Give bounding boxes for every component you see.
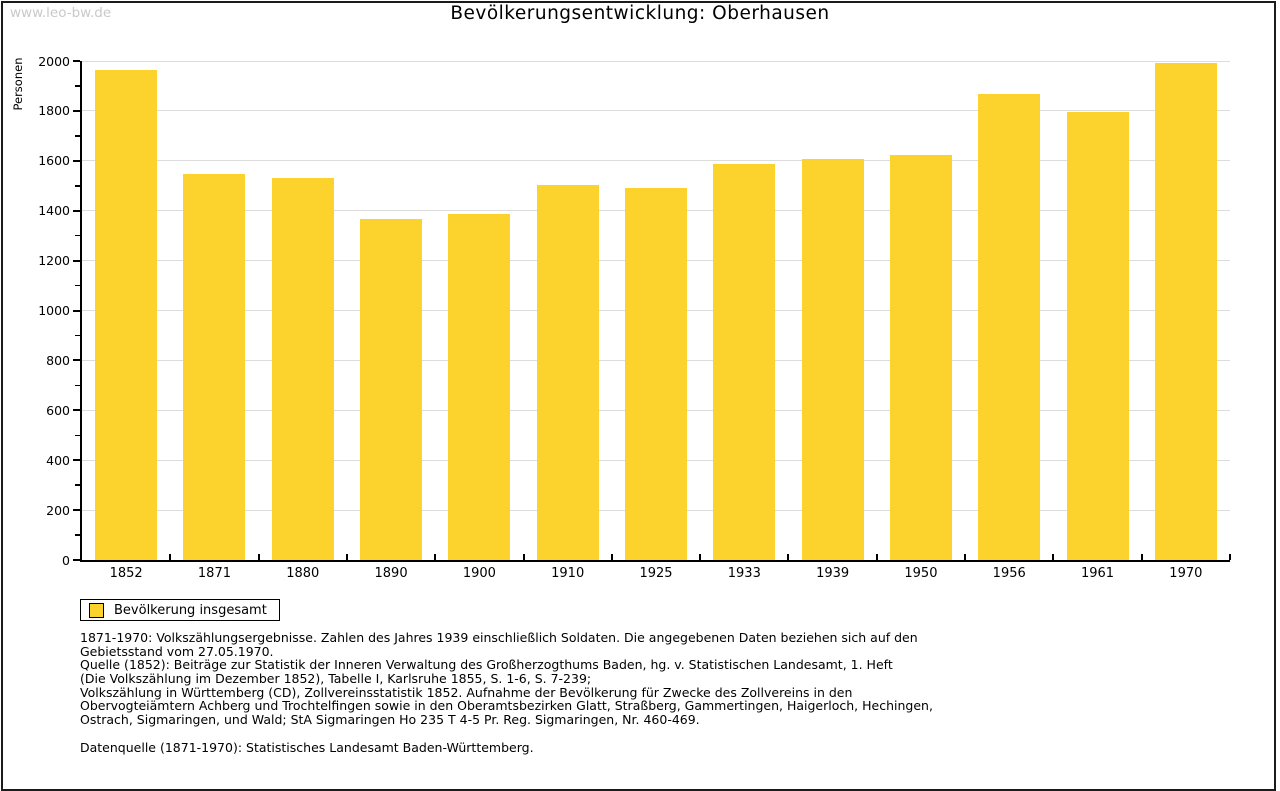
y-tick-label-1200: 1200 <box>38 253 70 269</box>
x-tick-label-1956: 1956 <box>992 566 1026 581</box>
y-minor-tick-1500 <box>75 185 80 187</box>
note-line-6: Obervogteiämtern Achberg und Trochtelfin… <box>80 698 933 714</box>
x-tick-label-1871: 1871 <box>197 566 231 581</box>
x-boundary-tick-4 <box>434 554 437 560</box>
x-tick-label-1939: 1939 <box>816 566 850 581</box>
y-tick-800 <box>73 359 80 362</box>
y-tick-label-600: 600 <box>46 402 70 418</box>
bar-1933[interactable] <box>713 164 776 560</box>
y-minor-tick-1300 <box>75 234 80 237</box>
source-notes: 1871-1970: Volkszählungsergebnisse. Zahl… <box>80 631 933 727</box>
bar-1871[interactable] <box>183 173 246 560</box>
y-tick-1200 <box>73 259 80 262</box>
bar-1956[interactable] <box>978 93 1041 560</box>
y-tick-2000 <box>73 60 80 62</box>
y-minor-tick-1700 <box>75 135 80 137</box>
y-tick-label-0: 0 <box>62 552 70 568</box>
note-line-3: Quelle (1852): Beiträge zur Statistik de… <box>80 657 893 673</box>
plot-area: 0 200 400 600 800 1000 1200 1400 1600 1800 2000 185… <box>38 54 1231 581</box>
y-minor-tick-500 <box>75 434 80 436</box>
x-boundary-tick-8 <box>787 554 790 560</box>
y-tick-label-2000: 2000 <box>38 53 70 69</box>
x-tick-label-1880: 1880 <box>286 566 320 581</box>
y-tick-400 <box>73 459 80 462</box>
bar-1900[interactable] <box>448 213 511 560</box>
bar-1939[interactable] <box>801 159 864 560</box>
footnotes: 1871-1970: Volkszählungsergebnisse. Zahl… <box>80 631 933 755</box>
y-minor-tick-300 <box>75 484 80 486</box>
bar-1970[interactable] <box>1154 62 1217 560</box>
y-tick-1400 <box>73 209 80 212</box>
y-minor-tick-900 <box>75 334 80 337</box>
x-boundary-tick-13 <box>1229 554 1231 560</box>
x-boundary-tick-11 <box>1052 554 1055 560</box>
legend-swatch <box>89 602 104 618</box>
y-tick-label-1000: 1000 <box>38 303 70 318</box>
x-boundary-tick-10 <box>964 554 967 560</box>
x-tick-label-1900: 1900 <box>462 566 496 581</box>
y-minor-tick-1900 <box>75 85 80 87</box>
x-boundary-tick-6 <box>610 554 613 560</box>
bar-1961[interactable] <box>1066 112 1129 560</box>
note-line-2: Gebietsstand vom 27.05.1970. <box>80 643 274 659</box>
data-source-line: Datenquelle (1871-1970): Statistisches L… <box>80 739 534 755</box>
gridline-1800 <box>82 110 1230 112</box>
note-line-1: 1871-1970: Volkszählungsergebnisse. Zahl… <box>80 630 918 645</box>
x-boundary-tick-12 <box>1140 554 1143 560</box>
bar-1910[interactable] <box>536 185 599 560</box>
y-tick-label-1600: 1600 <box>38 153 70 169</box>
x-tick-label-1890: 1890 <box>374 566 408 581</box>
bar-1852[interactable] <box>95 70 158 560</box>
chart-title: Bevölkerungsentwicklung: Oberhausen <box>450 3 830 24</box>
y-minor-tick-700 <box>75 384 80 387</box>
bar-1925[interactable] <box>625 188 687 560</box>
bar-1890[interactable] <box>360 218 423 560</box>
legend[interactable]: Bevölkerung insgesamt <box>80 599 280 621</box>
y-tick-label-400: 400 <box>46 452 70 468</box>
x-tick-label-1950: 1950 <box>904 566 938 581</box>
y-tick-1000 <box>73 309 80 312</box>
y-tick-600 <box>73 409 80 412</box>
x-tick-label-1961: 1961 <box>1080 566 1115 581</box>
x-boundary-tick-1 <box>169 554 172 560</box>
note-line-7: Ostrach, Sigmaringen, und Wald; StA Sigm… <box>80 712 700 728</box>
y-tick-label-800: 800 <box>46 352 70 368</box>
y-minor-tick-100 <box>75 534 80 536</box>
x-tick-label-1933: 1933 <box>727 566 761 581</box>
bar-1950[interactable] <box>889 155 952 560</box>
legend-label: Bevölkerung insgesamt <box>114 602 267 618</box>
y-tick-label-200: 200 <box>46 502 70 518</box>
x-tick-label-1925: 1925 <box>639 566 673 581</box>
y-axis-line <box>80 61 82 560</box>
x-boundary-tick-2 <box>257 554 260 560</box>
x-boundary-tick-5 <box>522 554 525 560</box>
x-boundary-tick-9 <box>875 554 878 560</box>
y-tick-200 <box>73 509 80 512</box>
y-tick-label-1800: 1800 <box>38 103 70 119</box>
y-minor-tick-1100 <box>75 284 80 287</box>
x-axis-line <box>80 560 1230 562</box>
y-tick-1800 <box>73 109 80 112</box>
x-tick-label-1910: 1910 <box>551 566 585 581</box>
note-line-4: (Die Volkszählung im Dezember 1852), Tab… <box>80 671 592 687</box>
y-tick-1600 <box>73 159 80 162</box>
x-tick-label-1970: 1970 <box>1169 566 1203 581</box>
x-boundary-tick-3 <box>345 554 348 560</box>
note-line-5: Volkszählung in Württemberg (CD), Zollve… <box>80 684 853 700</box>
x-tick-label-1852: 1852 <box>109 566 143 581</box>
gridline-1600 <box>82 160 1230 162</box>
gridline-2000 <box>82 60 1230 62</box>
bar-1880[interactable] <box>271 178 334 560</box>
y-tick-0 <box>73 559 80 561</box>
y-tick-label-1400: 1400 <box>38 203 70 219</box>
x-boundary-tick-7 <box>699 554 702 560</box>
watermark: www.leo-bw.de <box>10 5 112 21</box>
